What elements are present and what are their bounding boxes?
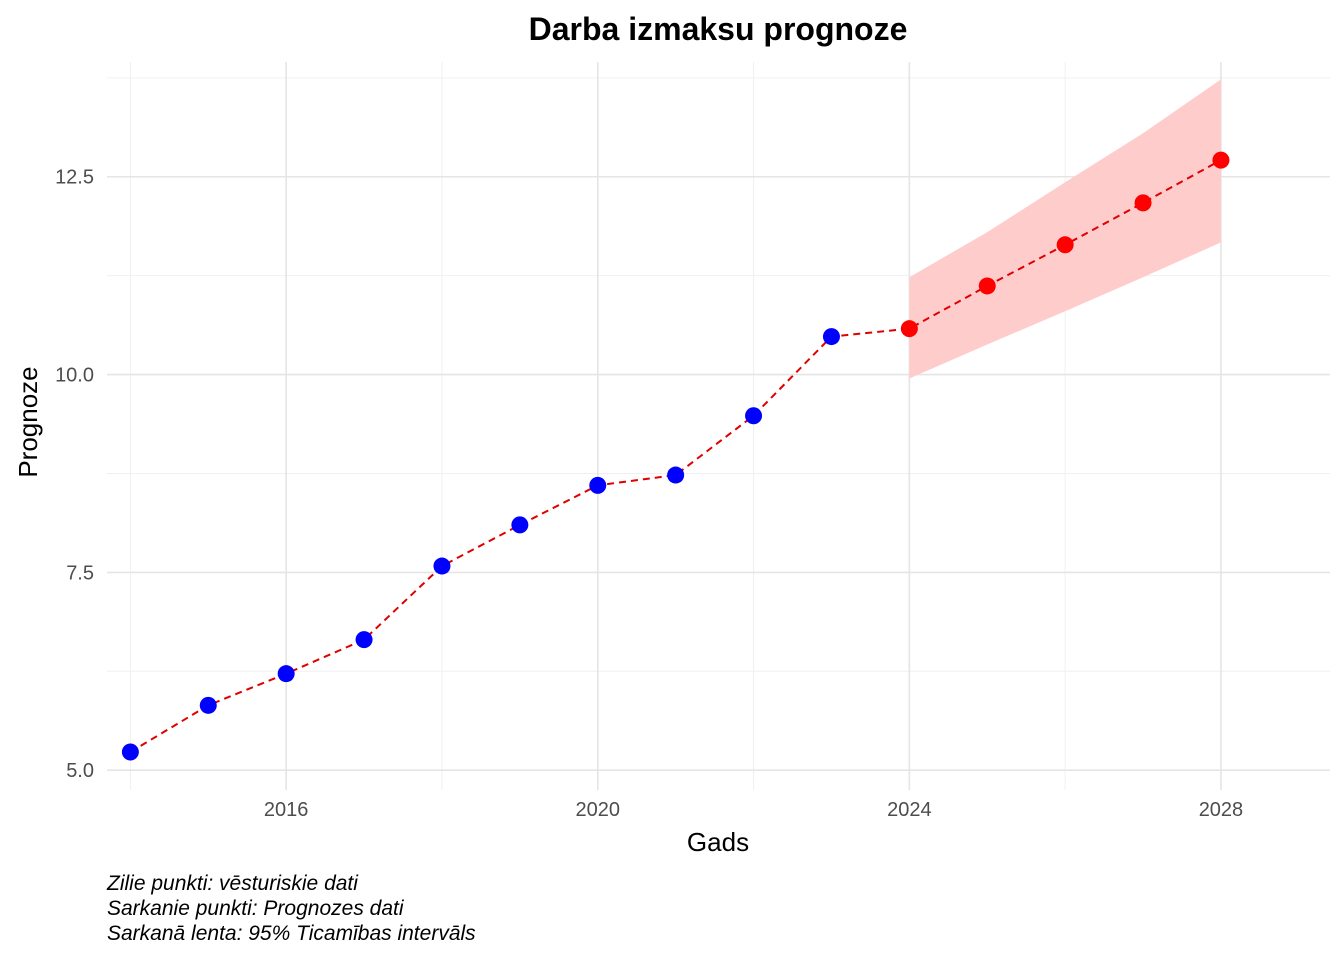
tick-labels-layer: 2016 2020 2024 2028 5.0 7.5 10.0 12.5 <box>55 167 1243 821</box>
historical-point <box>667 466 685 484</box>
historical-point <box>745 407 763 425</box>
x-tick-label: 2024 <box>887 799 932 821</box>
x-tick-label: 2020 <box>576 799 621 821</box>
historical-point <box>589 476 607 494</box>
forecast-point <box>1212 151 1230 169</box>
confidence-band <box>909 79 1221 379</box>
forecast-point <box>1134 194 1152 212</box>
y-tick-label: 10.0 <box>55 365 94 387</box>
historical-point <box>199 696 217 714</box>
y-tick-label: 12.5 <box>55 167 94 189</box>
data-points-layer <box>121 151 1230 761</box>
forecast-point <box>978 277 996 295</box>
historical-point <box>355 631 373 649</box>
caption-line-2: Sarkanie punkti: Prognozes dati <box>107 897 405 920</box>
x-axis-title: Gads <box>687 827 749 857</box>
historical-point <box>121 743 139 761</box>
historical-point <box>511 516 529 534</box>
forecast-point <box>1056 236 1074 254</box>
historical-point <box>277 665 295 683</box>
y-axis-title: Prognoze <box>13 366 43 477</box>
x-tick-label: 2016 <box>264 799 309 821</box>
y-tick-label: 7.5 <box>66 562 94 584</box>
y-tick-label: 5.0 <box>66 760 94 782</box>
chart-title: Darba izmaksu prognoze <box>529 11 908 47</box>
x-tick-label: 2028 <box>1199 799 1244 821</box>
caption-line-1: Zilie punkti: vēsturiskie dati <box>106 872 359 895</box>
historical-point <box>433 557 451 575</box>
caption-line-3: Sarkanā lenta: 95% Ticamības intervāls <box>107 922 476 945</box>
forecast-point <box>900 320 918 338</box>
confidence-band-layer <box>909 79 1221 379</box>
historical-point <box>822 328 840 346</box>
